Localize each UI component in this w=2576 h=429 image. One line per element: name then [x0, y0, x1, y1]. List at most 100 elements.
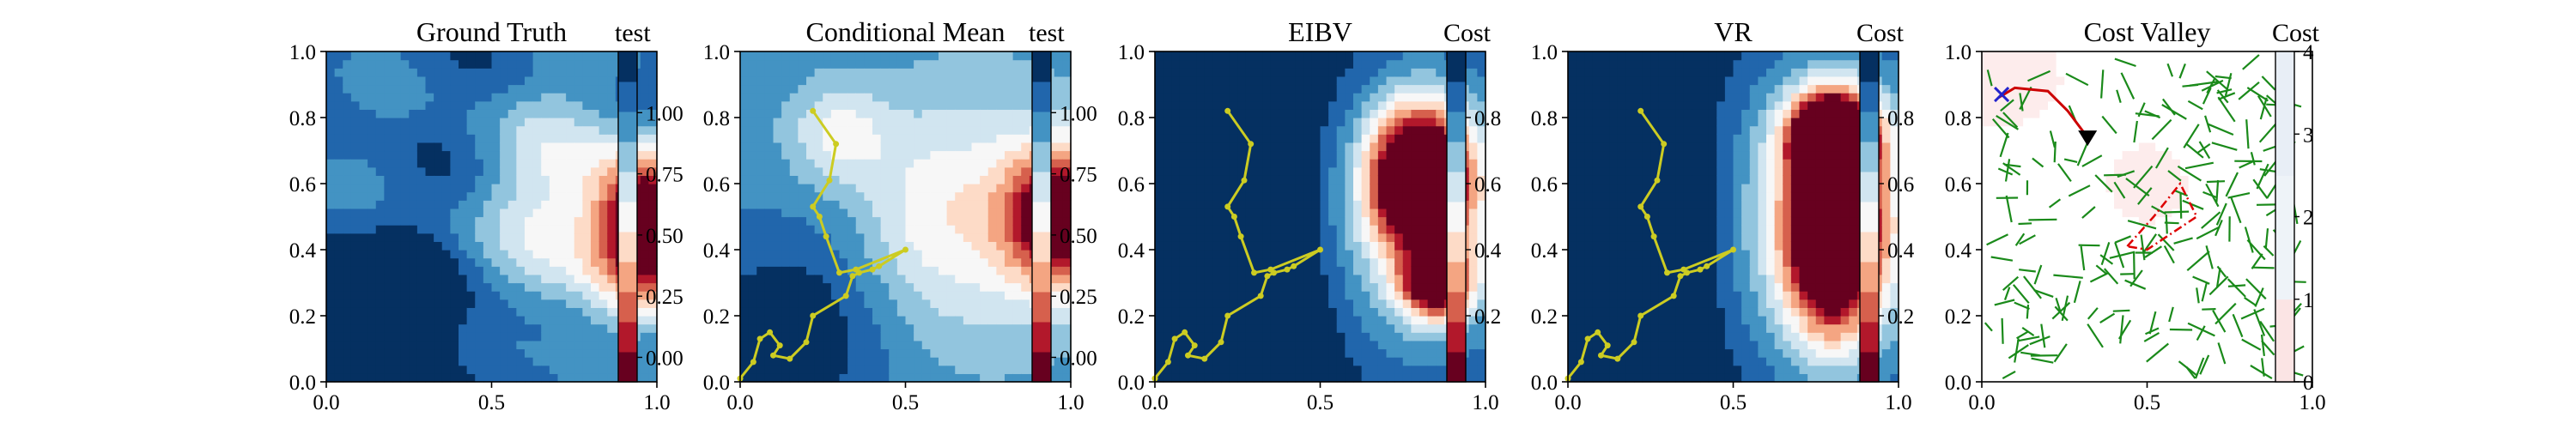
- heatmap-cell: [1361, 225, 1370, 234]
- heatmap-cell: [400, 340, 410, 350]
- heatmap-cell: [598, 51, 608, 61]
- heatmap-cell: [823, 166, 832, 176]
- heatmap-cell: [1012, 68, 1022, 77]
- heatmap-cell: [1468, 109, 1478, 118]
- heatmap-cell: [525, 266, 534, 275]
- heatmap-cell: [823, 100, 832, 110]
- heatmap-cell: [1377, 257, 1388, 267]
- heatmap-cell: [582, 332, 592, 341]
- heatmap-cell: [896, 250, 907, 259]
- colorbar-tick-label: 1.00: [646, 102, 683, 125]
- heatmap-cell: [963, 118, 973, 127]
- heatmap-cell: [740, 299, 750, 308]
- heatmap-cell: [1336, 357, 1346, 366]
- heatmap-cell: [1328, 316, 1338, 325]
- heatmap-cell: [607, 59, 617, 69]
- heatmap-cell: [343, 233, 352, 242]
- heatmap-cell: [798, 250, 807, 259]
- heatmap-cell: [326, 184, 336, 193]
- heatmap-cell: [1295, 340, 1304, 350]
- heatmap-cell: [789, 118, 799, 127]
- heatmap-cell: [740, 93, 750, 102]
- heatmap-cell: [409, 266, 418, 275]
- heatmap-cell: [582, 233, 592, 242]
- heatmap-cell: [971, 241, 981, 251]
- heatmap-cell: [1411, 134, 1420, 143]
- heatmap-cell: [748, 282, 757, 292]
- heatmap-cell: [1353, 191, 1363, 201]
- heatmap-cell: [375, 184, 385, 193]
- heatmap-cell: [1386, 109, 1395, 118]
- heatmap-cell: [1262, 332, 1272, 341]
- heatmap-cell: [598, 365, 608, 374]
- heatmap-cell: [1171, 76, 1181, 86]
- heatmap-cell: [963, 241, 973, 251]
- heatmap-cell: [557, 274, 567, 284]
- heatmap-cell: [1054, 216, 1063, 226]
- heatmap-cell: [955, 216, 964, 226]
- heatmap-cell: [1402, 307, 1412, 317]
- heatmap-cell: [491, 118, 501, 127]
- heatmap-cell: [1005, 150, 1014, 160]
- heatmap-cell: [450, 134, 459, 143]
- heatmap-cell: [326, 200, 336, 209]
- heatmap-cell: [1468, 59, 1478, 69]
- heatmap-cell: [798, 316, 807, 325]
- heatmap-cell: [1245, 59, 1255, 69]
- heatmap-cell: [864, 125, 873, 135]
- heatmap-cell: [814, 257, 823, 267]
- heatmap-cell: [368, 118, 377, 127]
- heatmap-cell: [823, 216, 832, 226]
- heatmap-cell: [350, 357, 361, 366]
- heatmap-cell: [1419, 233, 1429, 242]
- heatmap-cell: [1377, 175, 1388, 184]
- heatmap-cell: [566, 134, 575, 143]
- heatmap-cell: [1188, 257, 1197, 267]
- heatmap-cell: [1155, 291, 1164, 300]
- heatmap-cell: [483, 51, 493, 61]
- heatmap-cell: [574, 150, 583, 160]
- heatmap-cell: [525, 84, 534, 94]
- heatmap-cell: [384, 225, 393, 234]
- heatmap-cell: [466, 175, 476, 184]
- heatmap-cell: [1394, 166, 1404, 176]
- heatmap-cell: [1196, 191, 1206, 201]
- heatmap-cell: [1353, 150, 1363, 160]
- heatmap-cell: [1212, 200, 1222, 209]
- heatmap-cell: [855, 191, 865, 201]
- heatmap-cell: [872, 208, 882, 218]
- heatmap-cell: [475, 257, 484, 267]
- heatmap-cell: [574, 184, 583, 193]
- heatmap-cell: [814, 340, 823, 350]
- heatmap-cell: [963, 357, 973, 366]
- heatmap-cell: [557, 225, 567, 234]
- heatmap-cell: [1204, 109, 1213, 118]
- heatmap-cell: [1377, 316, 1388, 325]
- heatmap-cell: [914, 233, 923, 242]
- heatmap-cell: [368, 266, 377, 275]
- heatmap-cell: [996, 125, 1005, 135]
- heatmap-cell: [598, 93, 608, 102]
- heatmap-cell: [1196, 233, 1206, 242]
- heatmap-cell: [359, 109, 368, 118]
- heatmap-cell: [507, 316, 517, 325]
- colorbar-segment: [1447, 142, 1466, 172]
- heatmap-cell: [491, 59, 501, 69]
- heatmap-cell: [980, 316, 989, 325]
- heatmap-cell: [1287, 84, 1297, 94]
- heatmap-cell: [516, 332, 526, 341]
- heatmap-cell: [334, 175, 343, 184]
- heatmap-cell: [914, 307, 923, 317]
- heatmap-cell: [1212, 76, 1222, 86]
- heatmap-cell: [1262, 142, 1272, 152]
- heatmap-cell: [1386, 184, 1395, 193]
- heatmap-cell: [1394, 59, 1404, 69]
- heatmap-cell: [880, 191, 890, 201]
- heatmap-cell: [1427, 274, 1437, 284]
- heatmap-cell: [914, 357, 923, 366]
- heatmap-cell: [607, 51, 617, 61]
- heatmap-cell: [409, 332, 418, 341]
- heatmap-cell: [1245, 340, 1255, 350]
- colorbar-segment: [618, 172, 637, 202]
- heatmap-cell: [648, 323, 658, 333]
